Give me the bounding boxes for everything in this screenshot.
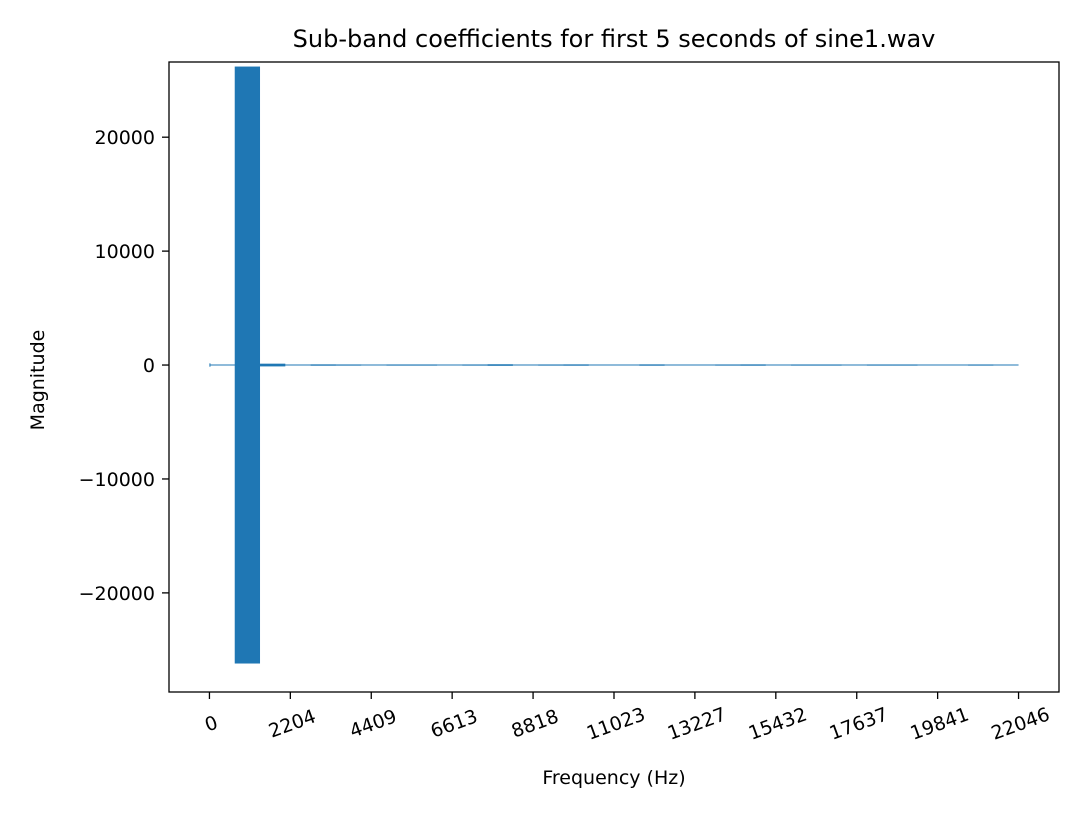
y-tick-label: 20000: [95, 127, 155, 149]
x-tick-label: 13227: [665, 703, 729, 744]
x-axis-label: Frequency (Hz): [542, 767, 685, 789]
y-axis-label: Magnitude: [27, 330, 49, 431]
x-axis: 0 2204 4409 6613 8818 11023 13227 15432 17637 198…: [202, 692, 1053, 745]
y-tick-label: −10000: [79, 469, 155, 491]
x-tick-label: 19841: [907, 703, 971, 744]
x-tick-label: 11023: [584, 703, 648, 744]
x-tick-label: 15432: [746, 703, 810, 744]
x-tick-label: 17637: [827, 703, 891, 744]
x-tick-label: 0: [202, 712, 221, 737]
x-tick-label: 22046: [988, 703, 1052, 744]
x-tick-label: 8818: [509, 705, 562, 742]
chart-title: Sub-band coefficients for first 5 second…: [293, 25, 936, 53]
y-tick-label: −20000: [79, 583, 155, 605]
x-tick-label: 6613: [428, 705, 481, 742]
y-tick-label: 0: [143, 355, 155, 377]
x-tick-label: 4409: [347, 705, 400, 742]
y-axis: −20000 −10000 0 10000 20000: [79, 127, 169, 605]
y-tick-label: 10000: [95, 241, 155, 263]
x-tick-label: 2204: [266, 705, 319, 742]
plot-area: [169, 62, 1059, 692]
